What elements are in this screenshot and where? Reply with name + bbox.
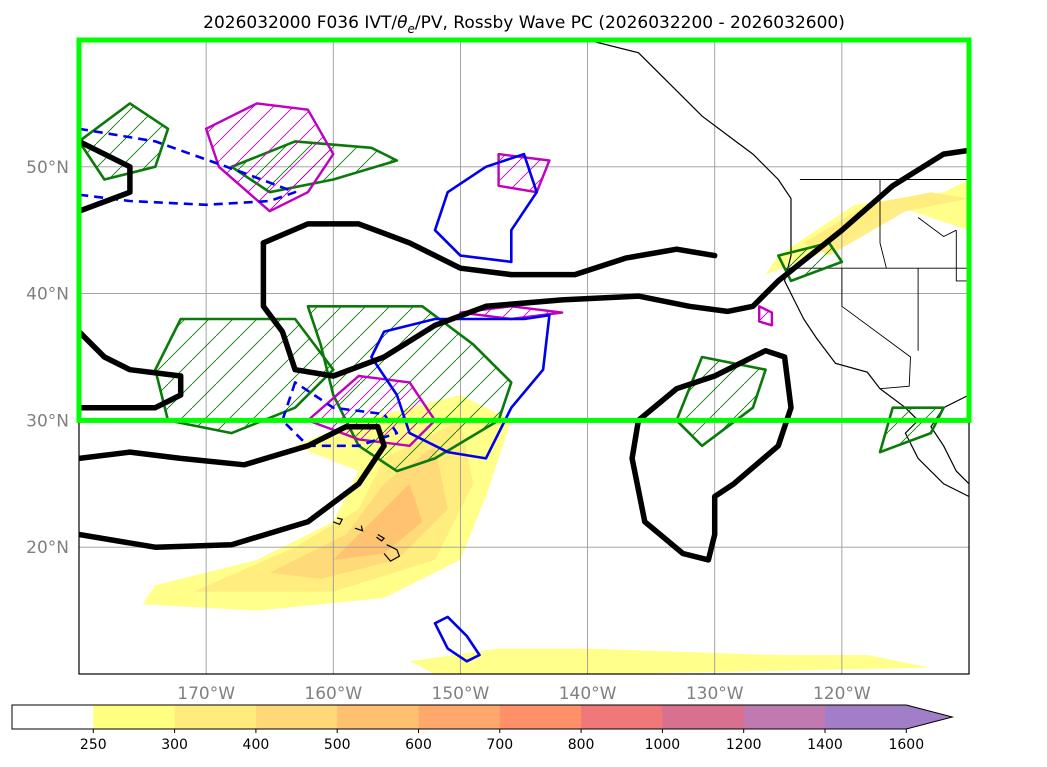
- pv-positive-contour: [758, 305, 774, 327]
- map-tick-labels: 50°N 40°N 30°N 20°N 170°W 160°W 150°W 140°W 130°…: [26, 158, 871, 704]
- longitude-tick-label: 160°W: [304, 684, 362, 704]
- ivt-region-300: [803, 192, 969, 256]
- pv-2pvu-contour: [260, 221, 718, 278]
- colorbar-tick-label: 1400: [807, 737, 843, 753]
- map-plot-area: [79, 40, 969, 674]
- negative-contour: [370, 313, 551, 460]
- colorbar-segment: [662, 705, 745, 729]
- longitude-tick-label: 150°W: [432, 684, 490, 704]
- state-border: [955, 230, 969, 282]
- colorbar-segment: [12, 705, 94, 729]
- coastline: [930, 394, 969, 485]
- highlight-box-rect: [76, 37, 972, 423]
- colorbar-tick-label: 500: [324, 737, 351, 753]
- coastline: [376, 533, 386, 542]
- colorbar-segment: [255, 705, 338, 729]
- pv-contour-layer: [79, 138, 969, 563]
- longitude-tick-label: 130°W: [686, 684, 744, 704]
- pv-2pvu-contour: [79, 138, 133, 214]
- negative-contour: [433, 152, 538, 264]
- colorbar-segment: [825, 705, 907, 729]
- pv-positive-contour: [459, 305, 564, 321]
- latitude-tick-label: 20°N: [26, 538, 69, 558]
- coastline: [354, 525, 364, 532]
- colorbar-segment: [499, 705, 582, 729]
- negative-contour: [433, 615, 481, 663]
- latitude-tick-label: 50°N: [26, 158, 69, 178]
- pv-2pvu-contour: [79, 328, 184, 411]
- longitude-tick-label: 120°W: [813, 684, 871, 704]
- colorbar-tick-label: 600: [405, 737, 432, 753]
- state-border: [917, 217, 957, 238]
- pv-2pvu-contour: [629, 347, 794, 563]
- colorbar-tick-label: 700: [486, 737, 513, 753]
- negative-dashed-contour: [79, 127, 297, 207]
- pv-2pvu-contour: [260, 147, 969, 379]
- colorbar: 250 300 400 500 600 700 800 1000 1200 1400 1600: [11, 704, 955, 753]
- pv-2pvu-contour: [79, 423, 387, 550]
- ivt-region-400: [269, 445, 448, 579]
- latitude-tick-label: 30°N: [26, 411, 69, 431]
- colorbar-tick-label: 800: [568, 737, 595, 753]
- colorbar-tick-label: 300: [161, 737, 188, 753]
- state-border: [841, 268, 911, 390]
- colorbar-tick-label: 1000: [645, 737, 681, 753]
- negative-contour-layer: [79, 127, 551, 663]
- negative-dashed-contour: [281, 381, 399, 448]
- colorbar-tick-label: 250: [80, 737, 107, 753]
- pv-positive-contour: [204, 102, 335, 213]
- colorbar-tick-label: 400: [243, 737, 270, 753]
- colorbar-segment: [743, 705, 826, 729]
- coastline-layer: [333, 40, 969, 562]
- colorbar-tick-label: 1600: [888, 737, 924, 753]
- coastline: [383, 544, 401, 562]
- longitude-tick-label: 140°W: [559, 684, 617, 704]
- colorbar-segment: [418, 705, 501, 729]
- colorbar-segment: [581, 705, 663, 729]
- highlight-box: [76, 37, 972, 423]
- chart-title: 2026032000 F036 IVT/θe/PV, Rossby Wave P…: [203, 13, 845, 36]
- state-border: [879, 179, 887, 269]
- latitude-tick-label: 40°N: [26, 285, 69, 305]
- colorbar-outline: [11, 704, 955, 730]
- ivt-region-500: [333, 483, 423, 560]
- coastline: [333, 517, 344, 526]
- ivt-region-250: [409, 648, 931, 674]
- colorbar-extend-arrow: [906, 705, 953, 729]
- colorbar-segment: [174, 705, 257, 729]
- colorbar-tick-label: 1200: [726, 737, 762, 753]
- longitude-tick-label: 170°W: [177, 684, 235, 704]
- colorbar-segment: [337, 705, 420, 729]
- colorbar-segment: [93, 705, 176, 729]
